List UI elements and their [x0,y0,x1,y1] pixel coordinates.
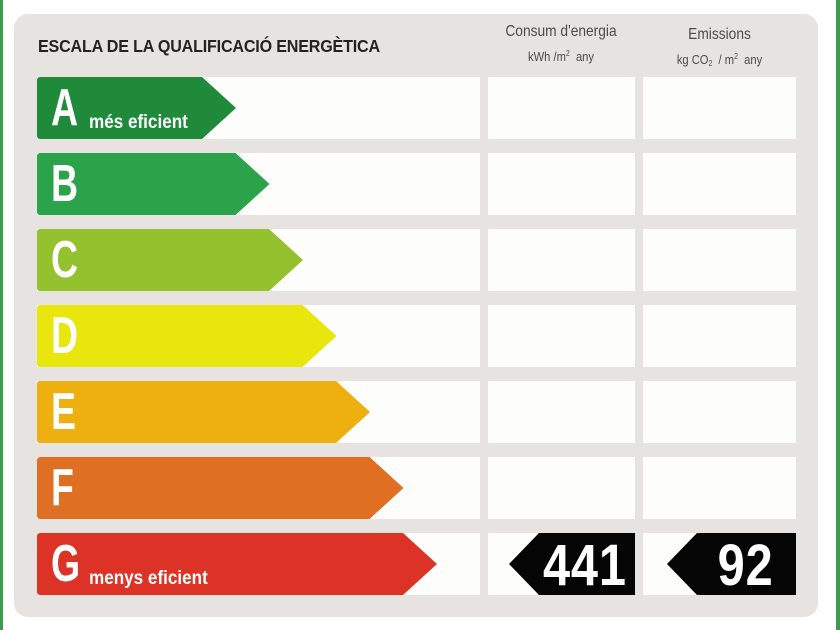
right-border [836,0,840,630]
class-letter-e: E [51,383,76,441]
emissions-cell-b [643,153,796,215]
emissions-cell-f [643,457,796,519]
scale-title: ESCALA DE LA QUALIFICACIÓ ENERGÈTICA [38,36,380,56]
left-border [0,0,3,630]
energy-cell-c [488,229,635,291]
energy-header-title: Consum d'energia [505,23,617,40]
energy-column-header: Consum d'energia kWh /m2 any [486,22,636,66]
energy-cell-d [488,305,635,367]
class-label-g: menys eficient [89,568,208,589]
energy-cell-b [488,153,635,215]
class-letter-f: F [51,459,74,517]
class-arrow-d: D [37,305,337,367]
class-letter-a: A [51,79,79,137]
emissions-rating-badge: 92 [667,533,796,595]
energy-cell-a [488,77,635,139]
emissions-value: 92 [718,533,774,598]
class-letter-c: C [51,231,79,289]
emissions-cell-e [643,381,796,443]
class-arrow-e: E [37,381,370,443]
energy-cell-f [488,457,635,519]
class-letter-b: B [51,155,79,213]
energy-rating-badge: 441 [509,533,635,595]
class-letter-g: G [51,535,81,593]
class-letter-d: D [51,307,79,365]
emissions-header-title: Emissions [688,26,751,43]
energy-cell-e [488,381,635,443]
emissions-column-header: Emissions kg CO2 / m2 any [643,25,796,73]
class-label-a: més eficient [89,112,188,133]
emissions-cell-a [643,77,796,139]
class-arrow-c: C [37,229,303,291]
emissions-cell-d [643,305,796,367]
energy-header-unit: kWh /m2 any [528,49,594,64]
class-arrow-b: B [37,153,270,215]
energy-value: 441 [543,533,627,598]
emissions-cell-c [643,229,796,291]
class-arrow-f: F [37,457,404,519]
emissions-header-unit: kg CO2 / m2 any [676,52,763,68]
